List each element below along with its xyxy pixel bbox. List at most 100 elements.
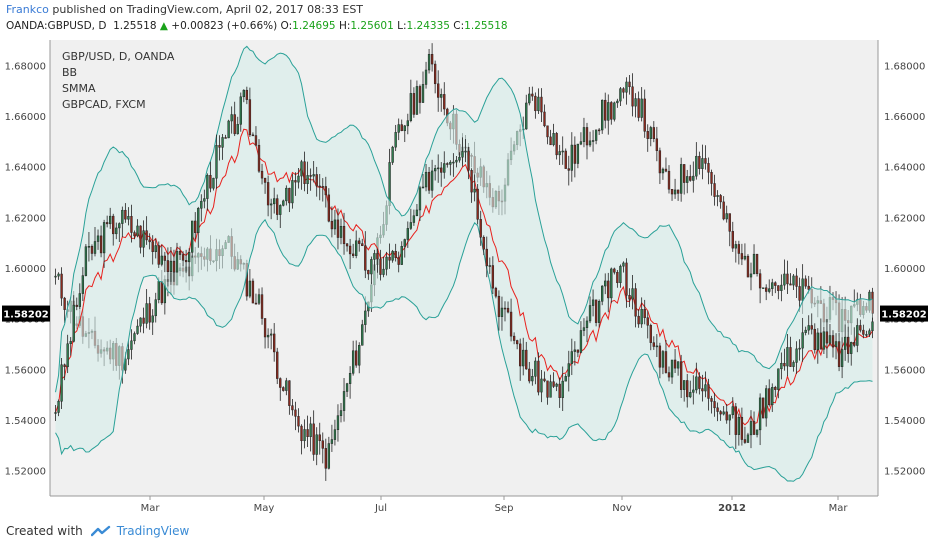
candle xyxy=(66,343,69,368)
candle xyxy=(503,307,507,310)
candle xyxy=(643,98,646,132)
y-tick-label-left: 1.54000 xyxy=(5,416,46,427)
candle xyxy=(679,361,683,390)
candle xyxy=(591,140,595,142)
candle xyxy=(355,350,358,366)
open-label: O: xyxy=(280,20,293,32)
candle xyxy=(479,219,482,238)
candle xyxy=(543,378,546,382)
candle xyxy=(640,98,643,118)
x-tick-label: Jul xyxy=(374,503,387,514)
candle xyxy=(862,329,865,335)
candle xyxy=(719,411,722,415)
current-price-label-left-bg xyxy=(2,305,50,322)
y-tick-label-left: 1.64000 xyxy=(5,163,46,174)
candle xyxy=(652,342,655,347)
candle xyxy=(178,251,182,255)
candle xyxy=(798,347,801,350)
candle xyxy=(175,251,179,273)
candle xyxy=(282,200,285,206)
candle xyxy=(330,439,334,444)
candle xyxy=(552,133,555,146)
candle xyxy=(160,255,163,265)
candle xyxy=(312,423,315,455)
candle xyxy=(549,381,552,398)
candle xyxy=(795,275,798,287)
candle xyxy=(771,387,774,406)
candle xyxy=(807,285,810,290)
footer: Created with TradingView xyxy=(6,524,189,538)
tradingview-brand-link[interactable]: TradingView xyxy=(116,524,190,538)
candle xyxy=(506,307,510,313)
candle xyxy=(616,272,619,284)
y-tick-label-right: 1.68000 xyxy=(884,61,925,72)
candle xyxy=(412,93,416,115)
candle xyxy=(582,127,586,142)
candle xyxy=(519,343,522,367)
candle xyxy=(254,135,258,146)
candle xyxy=(376,253,379,260)
candle xyxy=(324,186,327,196)
candle xyxy=(752,253,756,275)
candle xyxy=(591,299,595,306)
candle xyxy=(221,137,224,148)
candle xyxy=(564,150,567,169)
candle xyxy=(676,189,680,194)
candle xyxy=(619,265,622,284)
candle xyxy=(370,259,373,275)
candle xyxy=(60,273,63,299)
candle xyxy=(716,407,719,412)
candle xyxy=(84,246,88,276)
candle xyxy=(798,286,801,301)
price-change: +0.00823 (+0.66%) xyxy=(171,20,278,32)
gbpusd-candles-group xyxy=(54,45,874,482)
x-tick-label: Mar xyxy=(829,503,849,514)
candle xyxy=(613,268,616,273)
current-price-label-left: 1.58202 xyxy=(3,310,49,321)
candle xyxy=(306,429,309,437)
candle xyxy=(686,176,689,183)
candle xyxy=(755,429,759,435)
candle xyxy=(579,330,583,353)
candle xyxy=(686,380,689,398)
candle xyxy=(54,412,57,414)
candle xyxy=(209,175,212,189)
candle xyxy=(251,280,255,304)
candle xyxy=(601,285,604,302)
candle xyxy=(810,325,813,330)
candle xyxy=(430,54,434,65)
candle xyxy=(588,140,592,146)
candle xyxy=(291,405,294,411)
candle xyxy=(795,348,798,363)
author-link[interactable]: Frankco xyxy=(6,3,49,16)
candle xyxy=(364,245,367,271)
candle xyxy=(194,220,197,233)
candle xyxy=(540,96,543,113)
candle xyxy=(427,171,431,191)
price-chart[interactable]: 1.68000 1.68000 1.66000 1.66000 1.64000 1.640… xyxy=(0,0,932,520)
candle xyxy=(136,225,139,237)
candle xyxy=(771,282,774,289)
candle xyxy=(670,188,674,195)
candle xyxy=(761,287,765,290)
candle xyxy=(640,309,643,325)
y-tick-label-left: 1.56000 xyxy=(5,365,46,376)
candle xyxy=(172,260,176,273)
candle xyxy=(497,295,501,317)
y-tick-label-left: 1.68000 xyxy=(5,61,46,72)
candle xyxy=(667,170,671,190)
candle xyxy=(282,387,285,391)
candle xyxy=(151,315,154,323)
candle xyxy=(333,429,337,440)
candle xyxy=(792,362,795,367)
x-tick-label: Mar xyxy=(141,503,161,514)
candle xyxy=(525,349,528,370)
candle xyxy=(81,275,85,294)
candle xyxy=(604,99,607,121)
candle xyxy=(701,388,704,392)
candle xyxy=(212,177,215,189)
candle xyxy=(203,198,206,202)
candle xyxy=(847,336,850,354)
legend-item: BB xyxy=(62,66,77,79)
candle xyxy=(336,415,340,430)
